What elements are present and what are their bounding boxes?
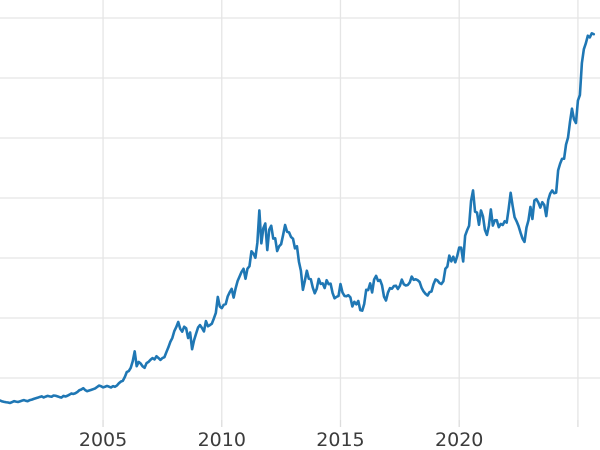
- x-tick-label: 2015: [316, 429, 364, 450]
- price-series-line: [0, 32, 596, 405]
- x-axis-tick-marks: [102, 420, 579, 427]
- x-tick-label: 2020: [435, 429, 483, 450]
- horizontal-gridlines: [0, 17, 600, 379]
- x-tick-label: 2010: [198, 429, 246, 450]
- x-axis-tick-labels: 2005 2010 2015 2020: [79, 429, 484, 450]
- x-tick-label: 2005: [79, 429, 127, 450]
- vertical-gridlines: [102, 0, 579, 420]
